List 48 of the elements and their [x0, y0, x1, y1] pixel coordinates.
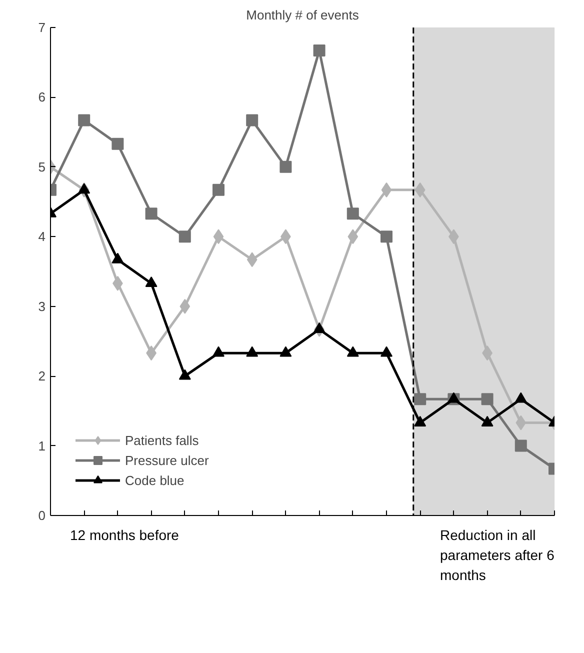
point — [246, 114, 258, 126]
point — [78, 114, 90, 126]
point — [481, 393, 494, 406]
point — [145, 276, 158, 288]
point — [112, 252, 124, 264]
y-tick-label: 4 — [38, 229, 46, 244]
point — [348, 229, 358, 244]
legend-label: Pressure ulcer — [125, 452, 209, 468]
point — [213, 229, 224, 244]
point — [145, 208, 158, 220]
point — [280, 160, 292, 173]
point — [178, 369, 191, 380]
point — [346, 346, 359, 357]
point — [78, 183, 90, 194]
point — [380, 346, 392, 357]
point — [481, 416, 494, 426]
point — [212, 346, 224, 357]
y-tick-label: 7 — [38, 20, 46, 35]
point — [514, 392, 527, 403]
point — [246, 252, 258, 268]
legend-label: Code blue — [125, 472, 184, 488]
point — [414, 182, 426, 198]
point — [313, 322, 326, 334]
point — [346, 208, 359, 220]
chart-title: Monthly # of events — [246, 8, 360, 22]
point — [414, 416, 426, 426]
y-tick-label: 0 — [38, 508, 46, 523]
text: Reduction in all parameters after 6 months — [440, 526, 556, 585]
point — [180, 298, 190, 314]
point — [313, 44, 326, 57]
point — [112, 138, 124, 150]
y-tick-label: 2 — [38, 368, 46, 384]
text: 12 months before — [70, 526, 179, 545]
point — [448, 392, 460, 403]
point — [212, 184, 224, 196]
y-tick-label: 1 — [38, 438, 46, 454]
y-tick-label: 3 — [38, 298, 46, 314]
point — [280, 346, 292, 357]
point — [246, 346, 258, 357]
point — [178, 230, 191, 243]
point — [516, 415, 526, 430]
point — [380, 230, 392, 243]
legend-label: Patients falls — [125, 432, 199, 448]
y-tick-label: 6 — [38, 90, 46, 105]
y-tick-label: 5 — [38, 159, 46, 174]
point — [414, 393, 426, 406]
point — [514, 440, 527, 452]
point — [381, 182, 392, 198]
